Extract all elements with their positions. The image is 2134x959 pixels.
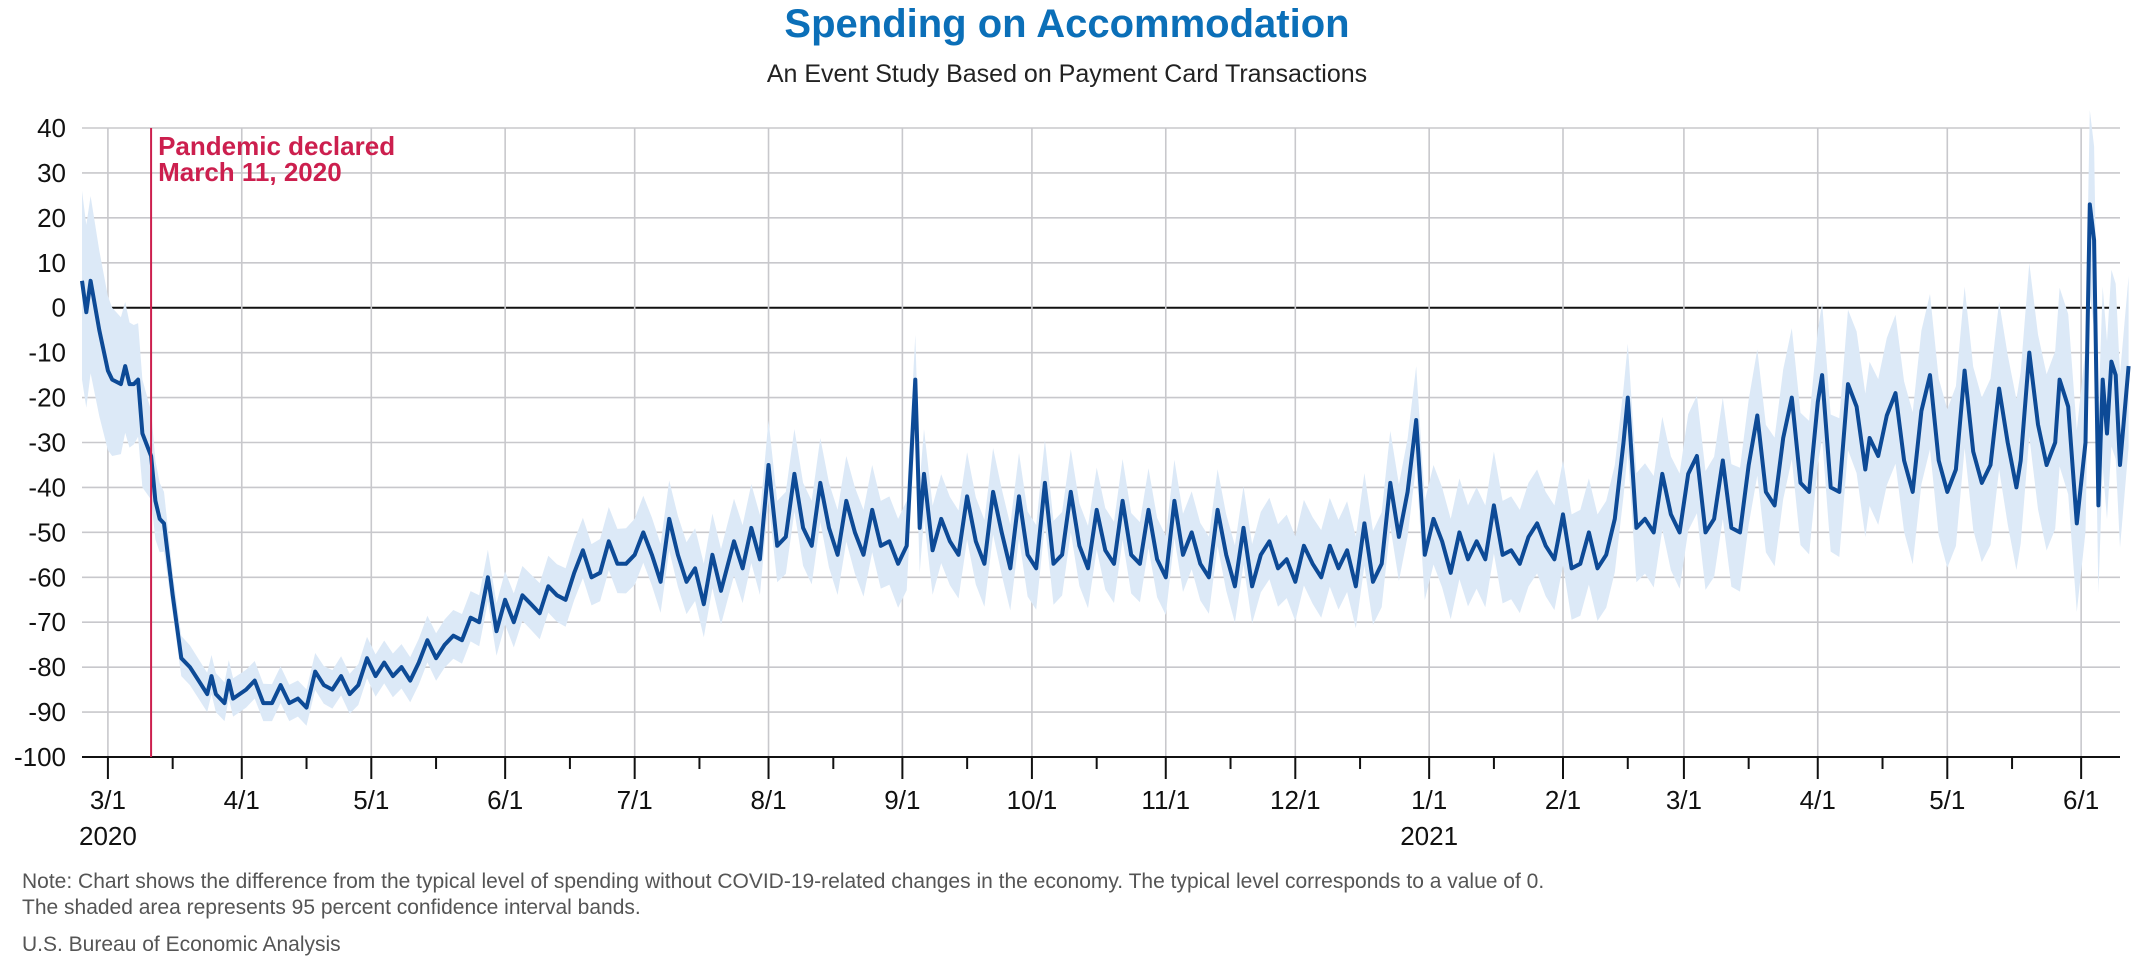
x-tick-label: 8/1 xyxy=(750,785,786,815)
x-tick-label: 4/1 xyxy=(224,785,260,815)
x-tick-label: 5/1 xyxy=(353,785,389,815)
x-tick-label: 7/1 xyxy=(617,785,653,815)
chart-note-line-1: Note: Chart shows the difference from th… xyxy=(22,870,1545,893)
series-line xyxy=(80,202,2131,710)
axis-layer: 40 30 20 10 0 -10 -20 -30 -40 -50 -60 -70 -80 -90 -100… xyxy=(14,113,2120,851)
x-tick-label: 5/1 xyxy=(1929,785,1965,815)
x-tick-label: 12/1 xyxy=(1270,785,1321,815)
y-tick-label: -80 xyxy=(28,652,66,682)
x-tick-label: 3/1 xyxy=(90,785,126,815)
y-tick-label: -10 xyxy=(28,338,66,368)
annotation-label-line-2: March 11, 2020 xyxy=(158,157,342,187)
y-tick-label: 0 xyxy=(52,293,66,323)
x-tick-label: 11/1 xyxy=(1141,785,1190,815)
y-tick-label: -50 xyxy=(28,517,66,547)
source-credit: U.S. Bureau of Economic Analysis xyxy=(22,933,341,956)
y-tick-label: -40 xyxy=(28,472,66,502)
confidence-interval-band xyxy=(82,110,2129,726)
y-tick-label: -90 xyxy=(28,697,66,727)
x-tick-label: 10/1 xyxy=(1007,785,1058,815)
y-tick-label: -60 xyxy=(28,562,66,592)
x-year-label: 2020 xyxy=(79,821,137,851)
x-tick-label: 3/1 xyxy=(1666,785,1702,815)
x-tick-label: 6/1 xyxy=(2063,785,2099,815)
x-tick-label: 9/1 xyxy=(884,785,920,815)
series-line-layer xyxy=(80,202,2131,710)
y-tick-label: -30 xyxy=(28,428,66,458)
confidence-band-layer xyxy=(82,110,2129,726)
y-tick-label: 10 xyxy=(37,248,66,278)
x-tick-label: 6/1 xyxy=(487,785,523,815)
annotation-label-line-1: Pandemic declared xyxy=(158,131,395,161)
y-tick-label: 40 xyxy=(37,113,66,143)
x-tick-label: 2/1 xyxy=(1545,785,1581,815)
y-tick-label: 30 xyxy=(37,158,66,188)
y-tick-label: -100 xyxy=(14,742,66,772)
x-tick-label: 1/1 xyxy=(1411,785,1447,815)
x-year-label: 2021 xyxy=(1400,821,1458,851)
chart-subtitle: An Event Study Based on Payment Card Tra… xyxy=(766,60,1368,88)
chart-note-line-2: The shaded area represents 95 percent co… xyxy=(22,896,641,919)
y-tick-label: -70 xyxy=(28,607,66,637)
y-tick-label: -20 xyxy=(28,383,66,413)
y-tick-label: 20 xyxy=(37,203,66,233)
chart-title: Spending on Accommodation xyxy=(784,2,1350,46)
x-tick-label: 4/1 xyxy=(1800,785,1836,815)
